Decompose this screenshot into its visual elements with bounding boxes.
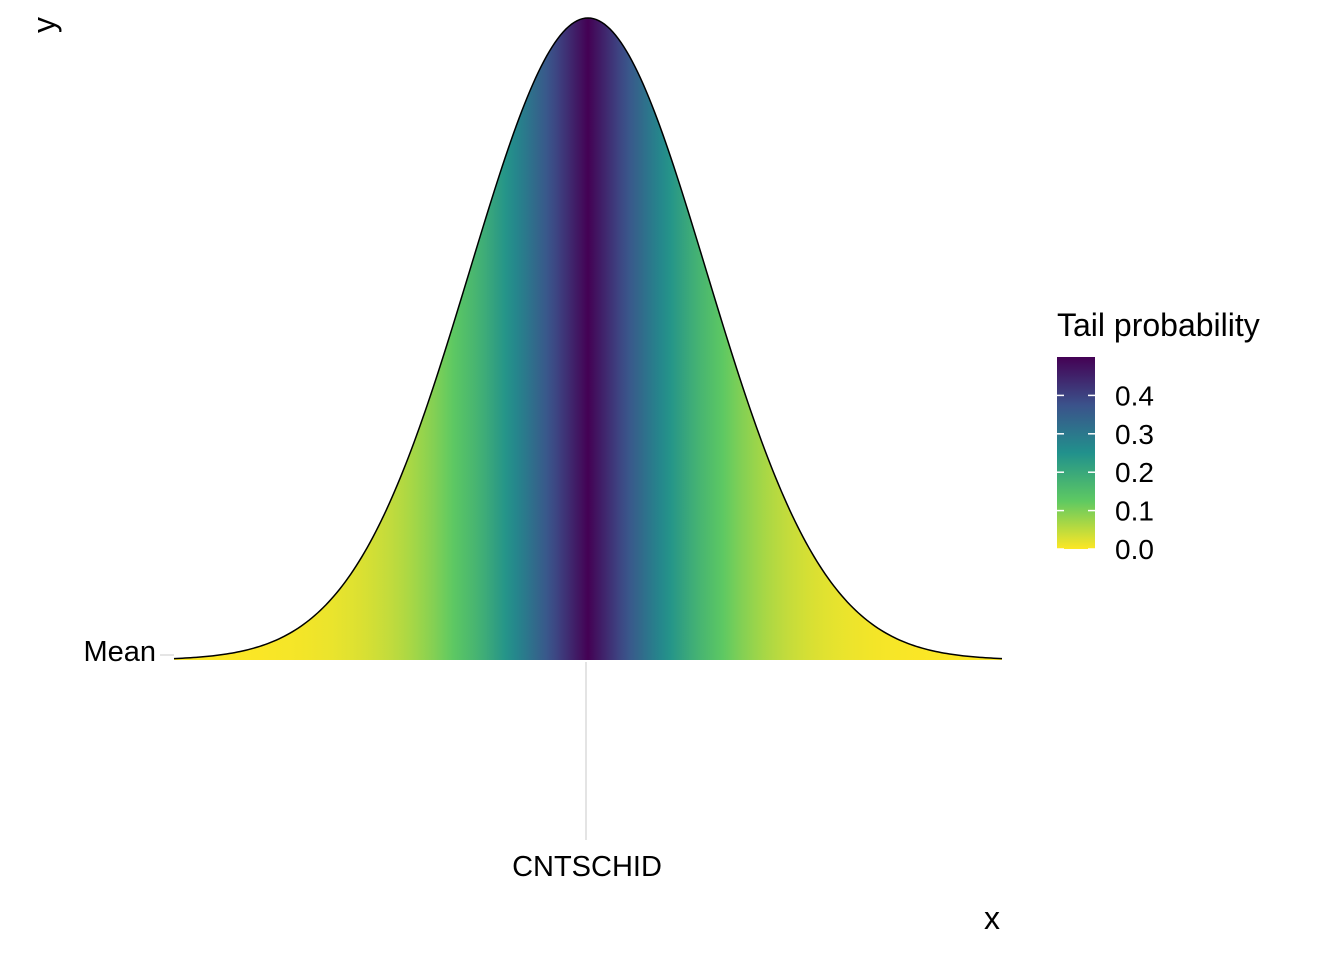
legend-colorbar [1057,357,1095,549]
legend-tick-label: 0.0 [1115,534,1154,565]
density-area [174,18,1002,660]
legend-tick-label: 0.3 [1115,419,1154,450]
y-axis-title: y [26,17,62,33]
x-axis-title: x [984,900,1000,936]
density-outline [173,17,1003,660]
legend-ticks: 0.4 0.3 0.2 0.1 0.0 [1057,380,1154,565]
legend: Tail probability 0.4 0.3 0.2 0.1 0.0 [1057,307,1260,565]
y-tick-label-mean: Mean [83,636,156,668]
legend-title: Tail probability [1057,307,1260,343]
legend-tick-label: 0.4 [1115,380,1154,411]
legend-tick-label: 0.2 [1115,457,1154,488]
legend-tick-label: 0.1 [1115,496,1154,527]
x-tick-label-cntschid: CNTSCHID [512,851,662,883]
